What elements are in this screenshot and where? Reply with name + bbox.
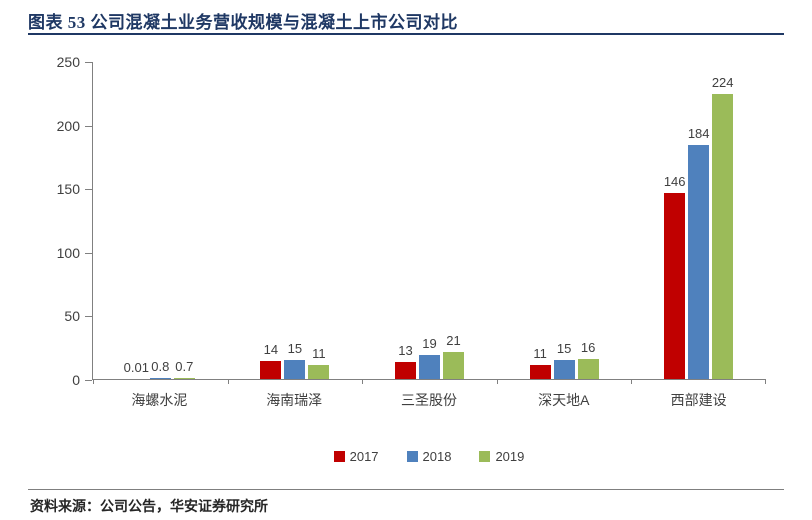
x-axis-tick bbox=[93, 379, 94, 384]
plot-area: 0.01 0.8 0.7 14 15 11 13 19 21 11 15 16 146 184 224 bbox=[92, 62, 766, 384]
x-axis-tick bbox=[765, 379, 766, 384]
bar-2019: 224 bbox=[712, 75, 734, 379]
x-axis-labels: 海螺水泥 海南瑞泽 三圣股份 深天地A 西部建设 bbox=[92, 390, 766, 410]
legend-label: 2019 bbox=[495, 449, 525, 464]
y-axis-tick-label: 0 bbox=[72, 372, 80, 388]
y-axis-tick-label: 100 bbox=[56, 244, 80, 261]
bar-2019: 21 bbox=[442, 333, 464, 379]
bar-value-label: 11 bbox=[533, 346, 547, 362]
bar-2017: 14 bbox=[260, 342, 282, 379]
bar-group-1: 0.01 0.8 0.7 bbox=[93, 62, 228, 379]
bar-value-label: 15 bbox=[556, 340, 572, 356]
category-label: 三圣股份 bbox=[400, 392, 457, 408]
bar-2018: 184 bbox=[688, 126, 710, 379]
bar-value-label: 0.7 bbox=[175, 359, 194, 375]
legend-label: 2017 bbox=[349, 449, 379, 464]
bar-value-label: 0.01 bbox=[123, 360, 149, 375]
x-axis-tick bbox=[496, 379, 498, 384]
figure-title: 图表 53 公司混凝土业务营收规模与混凝土上市公司对比 bbox=[28, 13, 458, 32]
bar-2018: 0.8 bbox=[149, 359, 171, 379]
bar-value-label: 13 bbox=[398, 343, 413, 359]
bar-2019: 16 bbox=[577, 340, 599, 379]
bar-2017: 11 bbox=[529, 346, 551, 379]
footer-divider bbox=[28, 489, 784, 490]
bar-value-label: 14 bbox=[263, 342, 279, 358]
legend-item-2019: 2019 bbox=[479, 449, 524, 464]
category-label: 海螺水泥 bbox=[131, 392, 188, 408]
x-axis-tick bbox=[631, 379, 633, 384]
bar-value-label: 15 bbox=[287, 340, 303, 356]
y-axis-tick bbox=[85, 189, 92, 191]
bar-2019: 11 bbox=[308, 346, 330, 379]
category-label: 深天地A bbox=[538, 392, 590, 408]
bar-2017: 146 bbox=[664, 174, 686, 379]
bar-group-3: 13 19 21 bbox=[362, 62, 497, 379]
bar-value-label: 0.8 bbox=[151, 358, 170, 374]
bar-value-label: 19 bbox=[422, 335, 437, 351]
bar-group-2: 14 15 11 bbox=[228, 62, 363, 379]
y-axis-tick bbox=[85, 125, 92, 127]
bar-2017: 13 bbox=[394, 343, 416, 379]
legend-swatch bbox=[333, 451, 345, 462]
legend-label: 2018 bbox=[422, 449, 452, 464]
bar-value-label: 146 bbox=[663, 174, 686, 190]
y-axis-tick-label: 150 bbox=[56, 181, 80, 198]
bar-value-label: 21 bbox=[446, 333, 461, 349]
chart-legend: 2017 2018 2019 bbox=[92, 449, 766, 464]
bar-2018: 15 bbox=[553, 341, 575, 379]
x-axis-tick bbox=[362, 379, 364, 384]
bar-value-label: 224 bbox=[711, 75, 734, 91]
bar-group-4: 11 15 16 bbox=[497, 62, 632, 379]
source-note: 资料来源：公司公告，华安证券研究所 bbox=[30, 500, 268, 515]
bar-2018: 15 bbox=[284, 341, 306, 379]
y-axis-tick-label: 250 bbox=[56, 54, 80, 70]
legend-swatch bbox=[479, 451, 491, 462]
bar-value-label: 16 bbox=[580, 339, 596, 355]
title-divider bbox=[28, 33, 784, 35]
x-axis-tick bbox=[227, 379, 229, 384]
bar-value-label: 11 bbox=[312, 346, 326, 362]
y-axis-tick-label: 200 bbox=[56, 117, 80, 134]
bar-group-5: 146 184 224 bbox=[631, 62, 766, 379]
legend-item-2017: 2017 bbox=[333, 449, 379, 464]
y-axis-tick bbox=[85, 252, 92, 254]
bar-2018: 19 bbox=[418, 336, 440, 379]
y-axis-tick bbox=[85, 380, 92, 381]
category-label: 西部建设 bbox=[670, 392, 727, 408]
y-axis-tick bbox=[85, 316, 92, 318]
y-axis-tick bbox=[85, 62, 92, 63]
legend-item-2018: 2018 bbox=[406, 449, 452, 464]
bar-value-label: 184 bbox=[687, 125, 710, 141]
y-axis-tick-label: 50 bbox=[64, 308, 80, 325]
category-label: 海南瑞泽 bbox=[266, 392, 323, 408]
bar-2019: 0.7 bbox=[173, 359, 195, 379]
chart-area: 0.01 0.8 0.7 14 15 11 13 19 21 11 15 16 146 184 224 海螺… bbox=[57, 54, 766, 408]
legend-swatch bbox=[406, 451, 418, 462]
